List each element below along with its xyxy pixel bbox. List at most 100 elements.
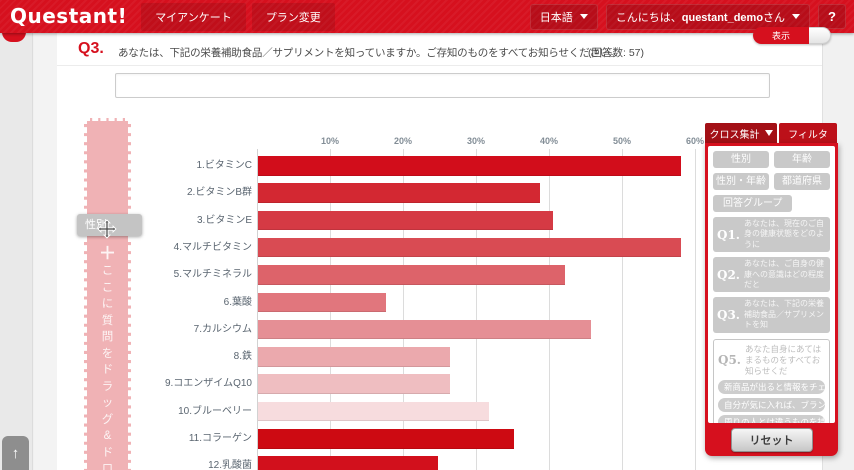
- bar-4: [258, 237, 681, 258]
- dropzone-hint-char: &: [103, 430, 112, 442]
- question-item-text: あなたは、現在のご自身の健康状態をどのように: [743, 219, 824, 249]
- x-tick-label: 10%: [320, 136, 339, 146]
- question-drag-items: Q1. あなたは、現在のご自身の健康状態をどのように Q2. あなたは、ご自身の健康へ…: [713, 217, 830, 333]
- bar-category-label: 10.ブルーベリー: [178, 405, 252, 417]
- tool-sidebar: [0, 33, 33, 470]
- crosstab-panel: 性別 年齢 性別・年齢 都道府県 回答グループ Q1. あなたは、現在のご自身の健康状態を…: [705, 143, 838, 456]
- dropzone-hint-char: ッ: [101, 397, 114, 409]
- sidebar-gutter: [34, 33, 57, 470]
- question-filter-input[interactable]: [115, 73, 770, 98]
- demographic-buttons: 性別 年齢 性別・年齢 都道府県 回答グループ: [713, 151, 830, 212]
- scroll-to-top-button[interactable]: ↑: [2, 436, 29, 470]
- q5-options: 新商品が出ると情報をチェ... 自分が気に入れば、ブラン... 周りの人とは違うもの…: [718, 380, 825, 423]
- q5-header: Q5. あなた自身にあてはまるものをすべてお知らせくだ: [718, 344, 825, 377]
- x-tick-label: 40%: [539, 136, 558, 146]
- chevron-down-icon: [792, 14, 801, 19]
- question-item-text: あなたは、下記の栄養補助食品／サプリメントを知: [743, 299, 824, 330]
- dropzone-hint-char: 問: [101, 331, 114, 343]
- dropzone-hint-char: に: [101, 298, 114, 310]
- bar-category-label: 11.コラーゲン: [188, 433, 252, 444]
- response-count: (回答数: 57): [588, 47, 645, 59]
- question-item-id: Q3.: [717, 307, 740, 322]
- q5-id: Q5.: [718, 353, 741, 368]
- demo-button-1[interactable]: 性別: [713, 151, 769, 168]
- dropzone-hint-char: ド: [101, 446, 114, 459]
- bar-category-label: 5.マルチミネラル: [173, 269, 252, 281]
- gridline: [695, 149, 696, 470]
- language-selector[interactable]: 日本語: [529, 3, 598, 30]
- question-item-q1[interactable]: Q1. あなたは、現在のご自身の健康状態をどのように: [713, 217, 830, 253]
- gridline: [622, 149, 623, 470]
- bar-category-label: 1.ビタミンC: [196, 160, 252, 171]
- reset-button[interactable]: リセット: [730, 427, 813, 452]
- bar-category-label: 3.ビタミンE: [196, 214, 252, 226]
- username: questant_demo: [681, 11, 764, 24]
- bar-9: [258, 374, 450, 394]
- q5-option-2[interactable]: 自分が気に入れば、ブラン...: [718, 397, 825, 412]
- demo-button-5[interactable]: 回答グループ: [713, 195, 793, 212]
- dropzone-hint-char: グ: [101, 413, 114, 426]
- bar-category-label: 4.マルチビタミン: [173, 241, 252, 253]
- bar-3: [258, 210, 553, 231]
- user-greeting: こんにちは、questant_demoさん: [615, 11, 786, 24]
- q5-text: あなた自身にあてはまるものをすべてお知らせくだ: [744, 343, 822, 376]
- x-tick-label: 20%: [393, 136, 412, 146]
- demo-button-row: 性別 年齢: [713, 151, 830, 168]
- question-item-q3[interactable]: Q3. あなたは、下記の栄養補助食品／サプリメントを知: [713, 297, 830, 333]
- bar-1: [258, 156, 681, 176]
- crosstab-panel-body: 性別 年齢 性別・年齢 都道府県 回答グループ Q1. あなたは、現在のご自身の健康状態を…: [708, 146, 835, 423]
- demo-button-row: 回答グループ: [713, 195, 830, 212]
- question-title-row: [57, 33, 822, 66]
- q5-option-3[interactable]: 周りの人とは違うものを持...: [718, 415, 825, 423]
- panel-tabs: クロス集計 フィルタ: [705, 123, 837, 143]
- questant-logo[interactable]: Questant!: [10, 3, 128, 28]
- bar-7: [258, 319, 591, 340]
- tab-crosstab[interactable]: クロス集計: [705, 123, 777, 143]
- user-menu[interactable]: こんにちは、questant_demoさん: [605, 3, 811, 30]
- help-button[interactable]: ?: [818, 4, 846, 29]
- gridline: [549, 149, 550, 470]
- question-item-id: Q1.: [717, 227, 740, 242]
- demo-button-3[interactable]: 性別・年齢: [713, 173, 769, 190]
- bar-12: [258, 456, 438, 470]
- question-text: あなたは、下記の栄養補助食品／サプリメントを知っていますか。ご存知のものをすべて…: [118, 47, 621, 59]
- bar-category-label: 8.鉄: [233, 351, 252, 363]
- move-cursor-icon: [97, 219, 117, 244]
- demo-button-row: 性別・年齢 都道府県: [713, 173, 830, 190]
- bar-8: [258, 347, 450, 367]
- plus-icon: ＋: [99, 244, 116, 263]
- q5-option-1[interactable]: 新商品が出ると情報をチェ...: [718, 380, 825, 395]
- logo-bubble-tail: [2, 32, 26, 42]
- question-number: Q3.: [78, 40, 104, 57]
- bar-category-label: 2.ビタミンB群: [186, 187, 252, 199]
- dropzone-hint-char: こ: [101, 265, 114, 277]
- dropzone-hint-char: ロ: [101, 463, 114, 470]
- dropzone-hint-char: ド: [101, 364, 114, 376]
- x-tick-label: 30%: [466, 136, 485, 146]
- bar-category-label: 6.葉酸: [223, 296, 252, 308]
- demo-button-2[interactable]: 年齢: [774, 151, 830, 168]
- bar-2: [258, 183, 540, 203]
- chevron-down-icon: [764, 130, 773, 136]
- menu-item-my-surveys[interactable]: マイアンケート: [141, 2, 246, 31]
- bar-11: [258, 429, 515, 449]
- demo-button-4[interactable]: 都道府県: [774, 173, 830, 190]
- tab-filter[interactable]: フィルタ: [779, 123, 837, 143]
- gridline: [476, 149, 477, 470]
- question-item-text: あなたは、ご自身の健康への意識はどの程度だと: [743, 259, 824, 289]
- bar-10: [258, 401, 489, 422]
- menu-item-change-plan[interactable]: プラン変更: [251, 2, 335, 31]
- y-axis-line: [257, 149, 258, 470]
- dropzone-hint-char: 質: [101, 314, 114, 327]
- dropzone-hint-char: こ: [101, 281, 114, 294]
- display-toggle[interactable]: 表示: [753, 27, 831, 44]
- x-tick-label: 50%: [612, 136, 631, 146]
- top-header: Questant! マイアンケート プラン変更 日本語 こんにちは、questa…: [0, 0, 854, 33]
- question-item-q2[interactable]: Q2. あなたは、ご自身の健康への意識はどの程度だと: [713, 257, 830, 293]
- q5-group-box: Q5. あなた自身にあてはまるものをすべてお知らせくだ 新商品が出ると情報をチェ…: [713, 338, 830, 423]
- dropzone-hint-char: を: [101, 347, 114, 360]
- gridline: [403, 149, 404, 470]
